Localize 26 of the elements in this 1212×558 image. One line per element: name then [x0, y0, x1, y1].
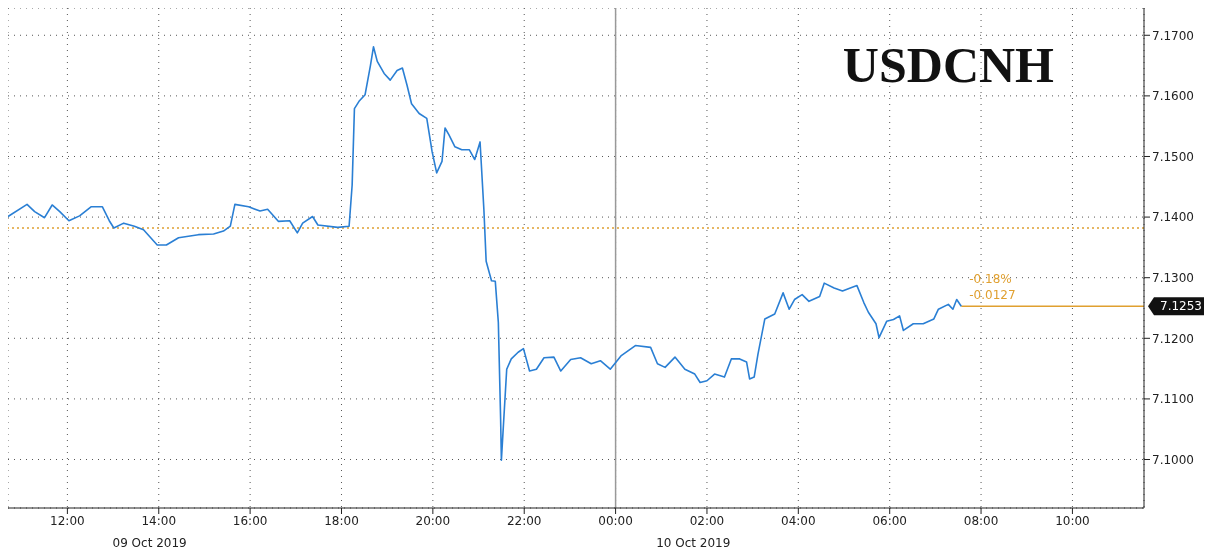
x-tick-label: 12:00: [50, 513, 85, 528]
y-tick-label: 7.1600: [1152, 89, 1194, 104]
y-tick-label: 7.1200: [1152, 331, 1194, 346]
y-tick-label: 7.1300: [1152, 270, 1194, 285]
y-tick-label: 7.1000: [1152, 452, 1194, 467]
x-tick-label: 06:00: [872, 513, 907, 528]
y-tick-label: 7.1700: [1152, 28, 1194, 43]
text: 10 Oct 2019: [655, 536, 732, 550]
x-tick-label: 02:00: [689, 513, 725, 528]
annotation: -0.18%: [969, 272, 1012, 287]
annotation: -0.0127: [969, 288, 1016, 303]
x-tick-label: 08:00: [963, 513, 999, 528]
x-tick-label: 10:00: [1055, 513, 1090, 528]
x-tick-label: 14:00: [141, 513, 177, 528]
x-tick-label: 00:00: [598, 513, 633, 528]
x-tick-label: 18:00: [324, 513, 359, 528]
x-tick-label: 22:00: [506, 513, 542, 528]
y-tick-label: 7.1400: [1152, 210, 1194, 225]
x-tick-label: 04:00: [781, 513, 816, 528]
text: USDCNH: [842, 36, 1054, 94]
y-tick-label: 7.1500: [1152, 149, 1194, 164]
ref-line-label: 7.1253: [1160, 299, 1202, 314]
x-tick-label: 20:00: [415, 513, 451, 528]
y-tick-label: 7.1100: [1152, 392, 1194, 407]
text: 09 Oct 2019: [111, 536, 188, 550]
x-tick-label: 16:00: [232, 513, 268, 528]
